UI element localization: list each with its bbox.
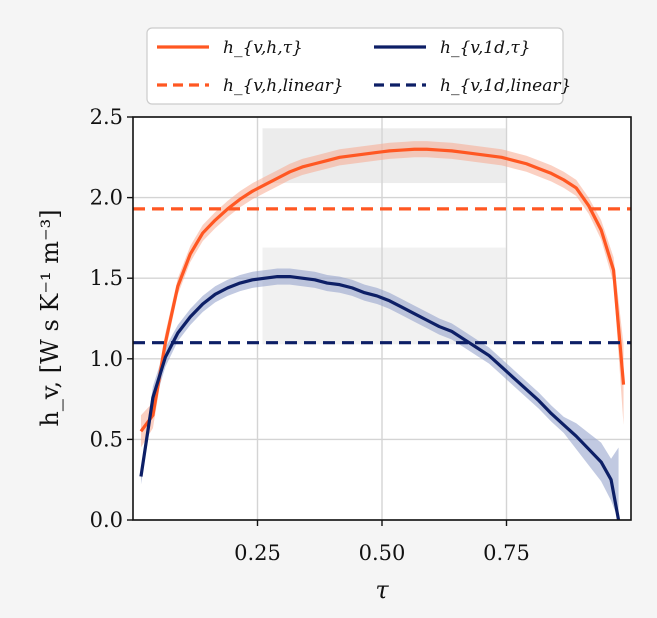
y-axis-label: h_v, [W s K⁻¹ m⁻³] xyxy=(36,209,64,426)
legend-label-h-v-h: h_{v,h,τ} xyxy=(223,38,303,58)
legend-box xyxy=(146,27,564,105)
x-tick-label-0: 0.25 xyxy=(234,541,281,565)
y-tick-label-4: 2.0 xyxy=(90,186,123,210)
y-tick-label-5: 2.5 xyxy=(90,105,123,129)
confidence-bands xyxy=(140,141,624,520)
ticks: 0.25 0.50 0.75 0.0 0.5 1.0 1.5 2.0 2.5 xyxy=(90,105,530,565)
legend: h_{v,h,τ} h_{v,h,linear} h_{v,1d,τ} h_{v,1d… xyxy=(146,27,571,105)
x-axis-label: τ xyxy=(375,576,389,604)
series-line-h-v-h xyxy=(139,147,626,433)
x-tick-label-2: 0.75 xyxy=(483,541,530,565)
legend-label-h-v-h-linear: h_{v,h,linear} xyxy=(223,76,344,96)
legend-label-h-v-1d-linear: h_{v,1d,linear} xyxy=(440,76,571,96)
y-tick-label-0: 0.0 xyxy=(90,508,123,532)
x-tick-label-1: 0.50 xyxy=(359,541,406,565)
y-tick-label-3: 1.5 xyxy=(90,266,123,290)
band-h-v-1d xyxy=(140,268,619,520)
y-tick-label-1: 0.5 xyxy=(90,427,123,451)
y-tick-label-2: 1.0 xyxy=(90,347,123,371)
legend-label-h-v-1d: h_{v,1d,τ} xyxy=(440,38,531,58)
series-lines xyxy=(133,147,631,521)
series-line-h-v-1d xyxy=(139,274,621,521)
